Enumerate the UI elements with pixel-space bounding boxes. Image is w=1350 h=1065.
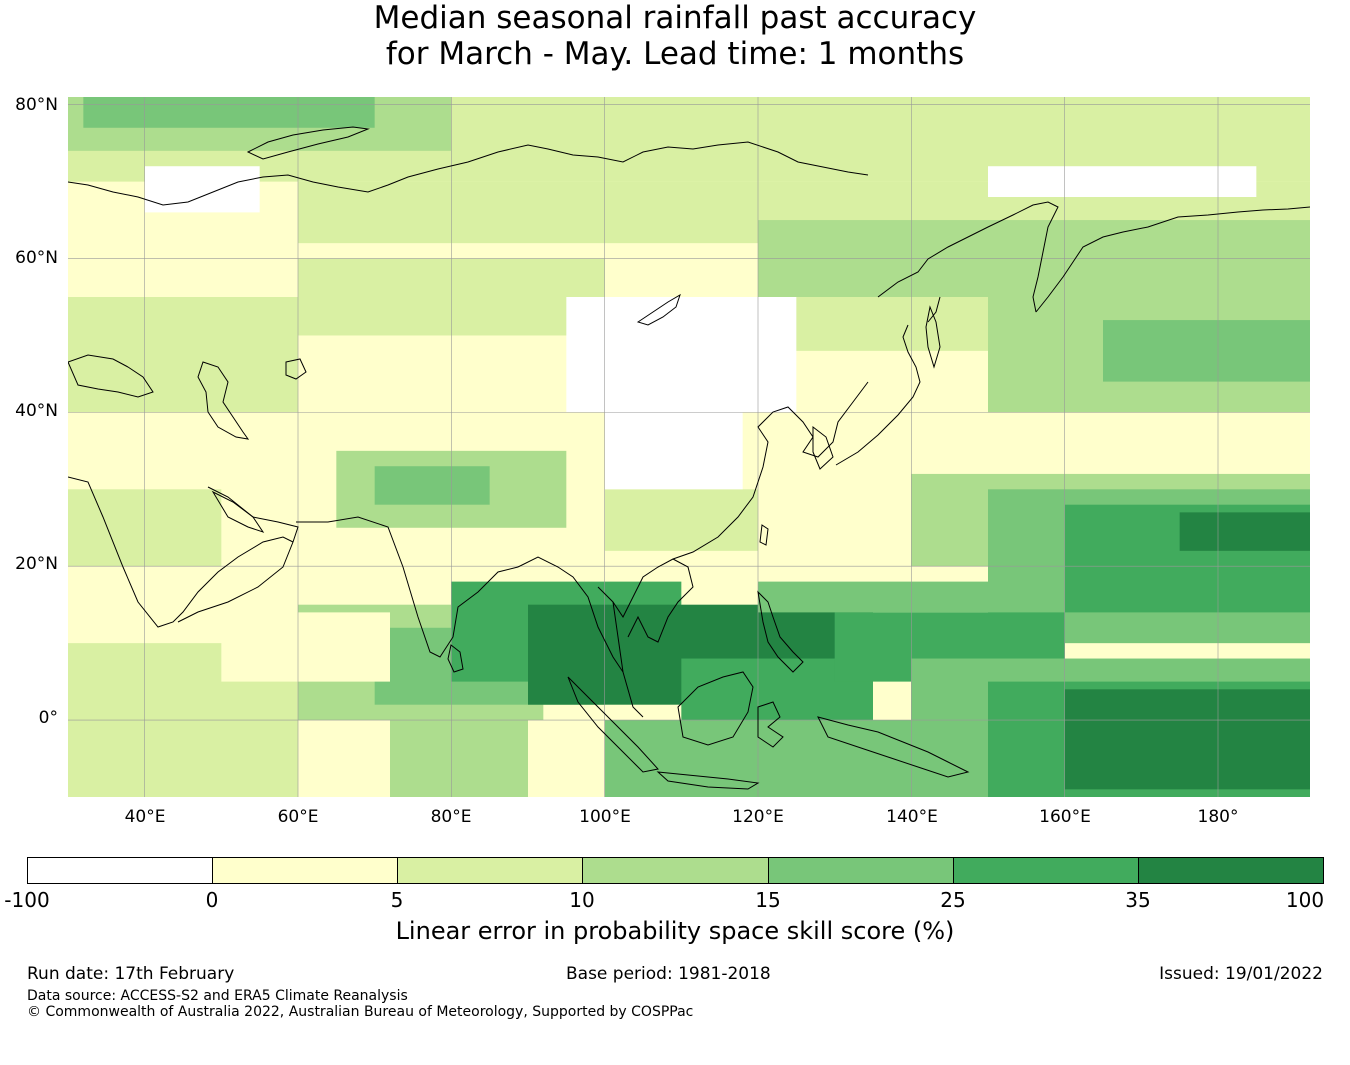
coastline-aral	[285, 358, 307, 380]
skill-region	[144, 166, 260, 213]
coastline-black-sea	[68, 354, 154, 398]
title-line-2: for March - May. Lead time: 1 months	[385, 36, 965, 72]
coastline-arctic	[68, 141, 869, 206]
coastline-baikal	[636, 293, 681, 326]
lon-label-180: 180°	[1197, 807, 1239, 827]
coastline-caspian	[197, 361, 250, 440]
skill-region	[988, 166, 1257, 197]
skill-region	[1103, 320, 1310, 382]
lon-label-60e: 60°E	[277, 807, 319, 827]
coastline-taiwan	[759, 524, 769, 546]
colorbar	[27, 857, 1324, 884]
coastline-india	[296, 516, 519, 658]
colorbar-tick-label: 0	[205, 888, 219, 912]
lon-label-160e: 160°E	[1039, 807, 1091, 827]
colorbar-bin-25-35	[952, 857, 1139, 884]
coastline-sumatra	[567, 676, 659, 773]
skill-region	[390, 720, 528, 797]
colorbar-tick-label: 10	[569, 888, 595, 912]
coastline-sakhalin	[925, 305, 941, 369]
colorbar-tick-label: 25	[940, 888, 966, 912]
graticule	[68, 97, 1310, 797]
colorbar-tick-label: 100	[1285, 888, 1325, 912]
coastline-sulawesi	[757, 701, 784, 748]
skill-fill-layer	[68, 97, 1310, 797]
lon-label-120e: 120°E	[732, 807, 784, 827]
skill-region	[1064, 689, 1310, 790]
colorbar-bin-10-15	[582, 857, 769, 884]
colorbar-tick-label: 15	[755, 888, 781, 912]
skill-region	[758, 581, 988, 613]
coastline-novaya-zemlya	[246, 126, 370, 160]
skill-region	[604, 489, 758, 551]
skill-score-map	[68, 97, 1310, 797]
coastlines	[68, 126, 1310, 790]
lat-label-0: 0°	[38, 708, 58, 728]
colorbar-tick-label: 5	[390, 888, 404, 912]
coastline-borneo	[677, 671, 754, 746]
lon-label-100e: 100°E	[579, 807, 631, 827]
coastline-china	[672, 381, 869, 560]
skill-region	[221, 612, 390, 682]
skill-region	[68, 297, 298, 413]
skill-region	[604, 397, 743, 490]
run-date: Run date: 17th February	[27, 964, 235, 984]
coastline-se-asia	[517, 556, 694, 673]
skill-region	[83, 97, 375, 128]
coastline-new-guinea	[817, 716, 970, 778]
colorbar-bin-35-100	[1137, 857, 1324, 884]
lat-label-80n: 80°N	[15, 95, 58, 115]
coastline-far-east	[877, 201, 1310, 313]
data-source: Data source: ACCESS-S2 and ERA5 Climate …	[27, 988, 408, 1004]
colorbar-tick-label: -100	[4, 888, 50, 912]
title-line-1: Median seasonal rainfall past accuracy	[373, 0, 977, 36]
lon-label-140e: 140°E	[886, 807, 938, 827]
lat-label-60n: 60°N	[15, 248, 58, 268]
lat-label-40n: 40°N	[15, 401, 58, 421]
coastline-malay-peninsula	[612, 601, 644, 718]
issued-date: Issued: 19/01/2022	[1159, 964, 1323, 984]
coastline-java	[656, 771, 760, 790]
coastline-persian-gulf	[211, 490, 265, 533]
skill-region	[374, 466, 490, 505]
colorbar-bin-15-25	[767, 857, 954, 884]
coastline-japan	[835, 296, 941, 466]
coastline-red-sea	[68, 476, 294, 628]
lon-label-80e: 80°E	[430, 807, 472, 827]
coastline-philippines	[757, 590, 804, 673]
coastline-arabia	[177, 486, 299, 623]
skill-region	[1179, 512, 1310, 551]
lon-label-40e: 40°E	[124, 807, 166, 827]
map-svg	[68, 97, 1310, 797]
coastline-korea	[812, 425, 834, 470]
colorbar-tick-label: 35	[1125, 888, 1151, 912]
colorbar-title: Linear error in probability space skill …	[395, 917, 955, 945]
coastline-sri-lanka	[447, 644, 464, 673]
skill-region	[566, 297, 797, 413]
colorbar-bin-lt0	[27, 857, 214, 884]
colorbar-bin-0-5	[212, 857, 399, 884]
lat-label-20n: 20°N	[15, 554, 58, 574]
chart-title: Median seasonal rainfall past accuracy f…	[0, 0, 1350, 72]
colorbar-bin-5-10	[397, 857, 584, 884]
copyright: © Commonwealth of Australia 2022, Austra…	[27, 1004, 694, 1020]
base-period: Base period: 1981-2018	[566, 964, 771, 984]
